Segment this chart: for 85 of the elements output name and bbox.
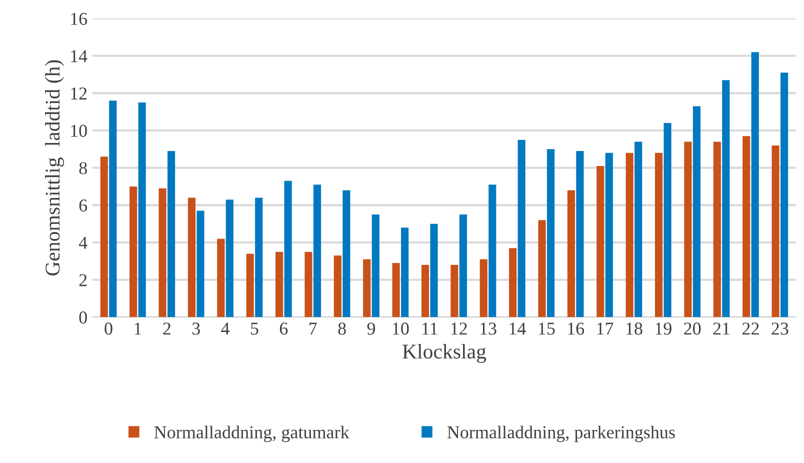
bar bbox=[138, 102, 146, 318]
x-axis-title: Klockslag bbox=[402, 344, 486, 363]
bar bbox=[459, 214, 467, 318]
x-tick-label: 3 bbox=[192, 322, 200, 335]
bar bbox=[772, 145, 780, 318]
y-axis-title: Genomsnittlig laddtid (h) bbox=[45, 60, 64, 276]
bar bbox=[450, 264, 458, 318]
bar bbox=[546, 149, 555, 318]
bar bbox=[692, 106, 701, 318]
x-tick-label: 4 bbox=[221, 322, 230, 335]
bar bbox=[664, 123, 672, 318]
bar bbox=[401, 228, 409, 318]
x-tick-label: 16 bbox=[568, 322, 584, 335]
y-tick-label: 10 bbox=[71, 124, 87, 137]
bar bbox=[518, 140, 526, 318]
legend-label: Normalladdning, gatumark bbox=[154, 426, 350, 442]
y-tick-label: 0 bbox=[79, 311, 87, 324]
x-tick-label: 23 bbox=[772, 322, 788, 335]
x-tick-label: 10 bbox=[392, 322, 409, 335]
bar bbox=[742, 136, 750, 318]
x-tick-label: 0 bbox=[104, 322, 112, 335]
y-tick-label: 16 bbox=[71, 12, 88, 25]
bar bbox=[538, 220, 546, 318]
x-tick-label: 2 bbox=[163, 322, 170, 335]
x-tick-label: 6 bbox=[280, 322, 288, 335]
y-tick-label: 12 bbox=[71, 87, 87, 100]
y-tick-label: 8 bbox=[79, 162, 87, 174]
bar bbox=[217, 238, 225, 318]
x-tick-label: 15 bbox=[538, 322, 555, 335]
bar bbox=[722, 80, 730, 318]
bar bbox=[255, 198, 263, 318]
bar bbox=[284, 180, 292, 318]
bar bbox=[392, 263, 400, 318]
x-tick-label: 5 bbox=[251, 322, 258, 335]
bar bbox=[421, 264, 430, 318]
x-tick-label: 11 bbox=[422, 322, 438, 335]
bar bbox=[713, 142, 721, 318]
bar bbox=[363, 259, 371, 318]
bar bbox=[109, 100, 117, 318]
x-tick-label: 17 bbox=[597, 322, 614, 335]
bar bbox=[654, 152, 663, 318]
x-tick-label: 21 bbox=[713, 322, 730, 335]
bar bbox=[226, 200, 234, 318]
bar bbox=[196, 210, 204, 318]
bar bbox=[246, 254, 254, 318]
x-tick-label: 12 bbox=[451, 322, 467, 335]
x-tick-label: 8 bbox=[338, 322, 346, 335]
bar bbox=[480, 259, 488, 318]
y-tick-label: 14 bbox=[71, 50, 88, 62]
x-tick-label: 7 bbox=[310, 322, 317, 335]
bar bbox=[626, 152, 634, 318]
bar bbox=[596, 166, 604, 318]
bar bbox=[342, 190, 350, 318]
bar bbox=[751, 52, 759, 318]
bar bbox=[334, 256, 342, 318]
x-tick-label: 9 bbox=[367, 322, 376, 335]
bar bbox=[509, 248, 517, 318]
x-tick-label: 18 bbox=[626, 322, 642, 335]
bar bbox=[576, 151, 584, 318]
bar bbox=[372, 214, 380, 318]
bar bbox=[488, 184, 496, 318]
bar bbox=[275, 252, 284, 318]
bar bbox=[780, 72, 788, 318]
bar bbox=[304, 252, 312, 318]
bar bbox=[313, 184, 322, 318]
legend-label: Normalladdning, parkeringshus bbox=[447, 426, 675, 442]
bar bbox=[634, 142, 642, 318]
y-tick-label: 6 bbox=[79, 199, 88, 212]
x-tick-label: 14 bbox=[510, 322, 526, 335]
bar bbox=[130, 186, 138, 318]
bar bbox=[430, 224, 438, 318]
bar bbox=[158, 188, 166, 318]
x-tick-label: 13 bbox=[480, 322, 496, 335]
x-tick-label: 20 bbox=[684, 322, 701, 335]
x-tick-label: 1 bbox=[134, 322, 142, 335]
x-tick-label: 22 bbox=[742, 322, 759, 335]
x-tick-label: 19 bbox=[656, 322, 672, 335]
y-tick-label: 4 bbox=[78, 236, 88, 249]
y-tick-label: 2 bbox=[79, 274, 87, 286]
bar bbox=[684, 142, 692, 318]
bar bbox=[605, 152, 613, 318]
bar bbox=[167, 151, 176, 318]
bar bbox=[567, 190, 575, 318]
bar bbox=[100, 156, 108, 318]
bar bbox=[188, 198, 196, 318]
